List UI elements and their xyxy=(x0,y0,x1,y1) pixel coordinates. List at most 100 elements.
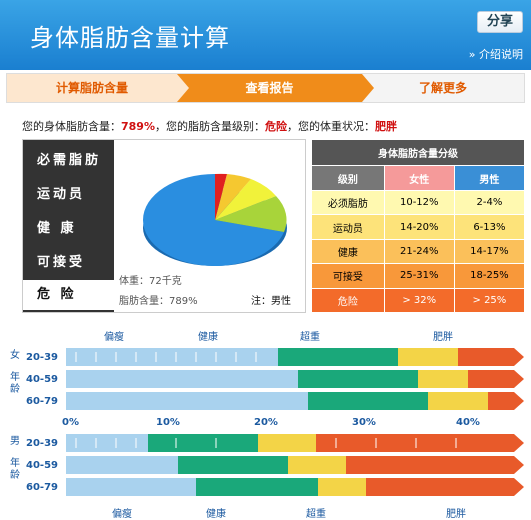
male-row xyxy=(66,456,524,474)
table-cell: 14-20% xyxy=(383,214,455,240)
zone-label: 偏瘦 xyxy=(104,332,124,343)
male-row xyxy=(66,478,524,496)
summary-text: 您的身体脂肪含量： xyxy=(22,120,121,133)
summary-text: ，您的体重状况： xyxy=(286,120,375,133)
male-row xyxy=(66,434,524,452)
bar-under xyxy=(66,456,178,474)
fat-grade-table: 身体脂肪含量分级 级别 女性 男性 必须脂肪 10-12% 2-4% 运动员 14-2… xyxy=(311,138,526,314)
zone-label: 偏瘦 xyxy=(112,509,132,520)
age-label: 60-79 xyxy=(26,482,58,493)
pie-slice xyxy=(215,196,287,232)
level-item[interactable]: 运动员 xyxy=(37,187,86,202)
zone-label: 超重 xyxy=(300,332,320,343)
table-cell: 10-12% xyxy=(383,189,455,216)
zone-label: 肥胖 xyxy=(433,332,453,343)
zone-label: 健康 xyxy=(206,509,226,520)
table-cell: 6-13% xyxy=(453,214,526,240)
table-caption: 身体脂肪含量分级 xyxy=(311,138,525,167)
age-caption: 年龄 xyxy=(10,458,20,481)
step-learn-more[interactable]: 了解更多 xyxy=(418,81,467,95)
table-cell: 运动员 xyxy=(311,214,385,240)
pie-slice xyxy=(215,179,276,220)
table-header: 男性 xyxy=(453,165,526,191)
female-row xyxy=(66,370,524,388)
age-label: 20-39 xyxy=(26,438,58,449)
table-cell: 18-25% xyxy=(453,263,526,289)
result-panel: 必需脂肪 运动员 健 康 可接受 危 险 体重：72千克 脂肪含量：789% 注… xyxy=(22,139,306,313)
app-title: 身体脂肪含量计算 xyxy=(30,24,230,52)
female-row xyxy=(66,348,524,366)
bar-over xyxy=(428,392,488,410)
step-calculate[interactable]: 计算脂肪含量 xyxy=(7,74,177,102)
bar-healthy xyxy=(178,456,288,474)
bar-obese xyxy=(346,456,524,474)
level-item[interactable]: 必需脂肪 xyxy=(37,153,102,168)
sex-note: 注：男性 xyxy=(251,296,291,307)
level-item-active[interactable]: 危 险 xyxy=(23,280,114,310)
bar-healthy xyxy=(308,392,428,410)
step-arrow xyxy=(362,74,374,102)
age-caption: 年龄 xyxy=(10,372,20,395)
table-cell: 14-17% xyxy=(453,238,526,265)
table-cell: 危险 xyxy=(311,287,385,314)
age-label: 40-59 xyxy=(26,460,58,471)
table-cell: 健康 xyxy=(311,238,385,265)
level-list: 必需脂肪 运动员 健 康 可接受 危 险 xyxy=(23,140,114,312)
sex-label: 女 xyxy=(10,350,20,361)
bar-obese xyxy=(468,370,524,388)
intro-link-label: 介绍说明 xyxy=(479,48,523,61)
level-value: 危险 xyxy=(264,120,287,133)
bar-over xyxy=(258,434,316,452)
step-report[interactable]: 查看报告 xyxy=(177,74,362,102)
fat-value: 789% xyxy=(121,120,155,133)
bar-obese xyxy=(488,392,524,410)
age-label: 40-59 xyxy=(26,374,58,385)
table-header: 级别 xyxy=(311,165,385,191)
level-item[interactable]: 健 康 xyxy=(37,221,77,236)
pie-slice xyxy=(143,174,284,266)
bar-under xyxy=(66,348,278,366)
table-cell: 2-4% xyxy=(453,189,526,216)
bar-over xyxy=(398,348,458,366)
weight-status: 肥胖 xyxy=(374,120,397,133)
tick-marks xyxy=(75,352,457,448)
percent-tick: 10% xyxy=(156,417,180,428)
table-cell: 25-31% xyxy=(383,263,455,289)
share-button[interactable]: 分享 xyxy=(477,11,523,33)
percent-tick: 40% xyxy=(456,417,480,428)
table-cell: > 25% xyxy=(453,287,526,314)
range-bars-svg xyxy=(66,348,524,496)
female-row xyxy=(66,392,524,410)
bar-healthy xyxy=(298,370,418,388)
age-label: 60-79 xyxy=(26,396,58,407)
percent-tick: 20% xyxy=(254,417,278,428)
bar-under xyxy=(66,370,298,388)
fat-range-bars: 偏瘦 健康 超重 肥胖 女 年龄 20-39 40-59 60-79 0% xyxy=(0,318,531,520)
step-navigation: 计算脂肪含量 查看报告 了解更多 xyxy=(6,73,525,103)
bar-over xyxy=(288,456,346,474)
zone-label: 超重 xyxy=(306,509,326,520)
bar-under xyxy=(66,434,148,452)
intro-link[interactable]: » 介绍说明 xyxy=(469,46,523,62)
bar-healthy xyxy=(148,434,258,452)
age-label: 20-39 xyxy=(26,352,58,363)
summary-text: ，您的脂肪含量级别： xyxy=(154,120,265,133)
zone-label: 健康 xyxy=(198,332,218,343)
fat-label: 脂肪含量：789% xyxy=(119,296,198,307)
double-chevron-icon: » xyxy=(468,48,476,61)
step-arrow xyxy=(177,74,189,102)
bar-over xyxy=(318,478,366,496)
weight-label: 体重：72千克 xyxy=(119,276,182,287)
zone-label: 肥胖 xyxy=(446,509,466,520)
table-cell: 必须脂肪 xyxy=(311,189,385,216)
percent-tick: 30% xyxy=(352,417,376,428)
pie-slice xyxy=(215,173,227,220)
table-cell: 21-24% xyxy=(383,238,455,265)
table-header: 女性 xyxy=(383,165,455,191)
level-item[interactable]: 可接受 xyxy=(37,255,86,270)
bar-obese xyxy=(366,478,524,496)
bar-healthy xyxy=(196,478,318,496)
bar-obese xyxy=(458,348,524,366)
table-cell: 可接受 xyxy=(311,263,385,289)
bar-under xyxy=(66,392,308,410)
